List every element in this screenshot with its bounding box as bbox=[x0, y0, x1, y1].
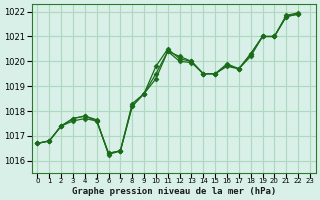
X-axis label: Graphe pression niveau de la mer (hPa): Graphe pression niveau de la mer (hPa) bbox=[72, 187, 276, 196]
